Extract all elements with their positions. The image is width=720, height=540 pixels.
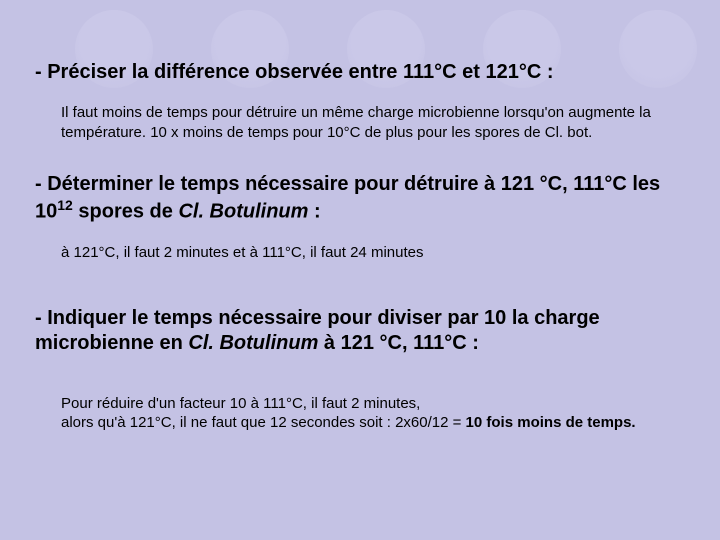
section1-heading: - Préciser la différence observée entre … (35, 60, 685, 85)
section3-heading-italic: Cl. Botulinum (188, 332, 318, 354)
section3-body-pre: Pour réduire d'un facteur 10 à 111°C, il… (61, 395, 466, 432)
section3-body-bold: 10 fois moins de temps. (466, 414, 636, 431)
slide-content: - Préciser la différence observée entre … (0, 0, 720, 433)
section2-body: à 121°C, il faut 2 minutes et à 111°C, i… (35, 243, 685, 263)
section3-heading-post: à 121 °C, 111°C : (318, 332, 479, 354)
section1-body: Il faut moins de temps pour détruire un … (35, 103, 685, 142)
section2-heading: - Déterminer le temps nécessaire pour dé… (35, 172, 685, 225)
section2-heading-sup: 12 (57, 197, 73, 213)
section3-heading: - Indiquer le temps nécessaire pour divi… (35, 306, 685, 356)
section2-heading-italic: Cl. Botulinum (178, 201, 308, 223)
section2-heading-post: : (308, 201, 320, 223)
section3-body: Pour réduire d'un facteur 10 à 111°C, il… (35, 374, 685, 433)
section2-heading-post-pre: spores de (73, 201, 179, 223)
